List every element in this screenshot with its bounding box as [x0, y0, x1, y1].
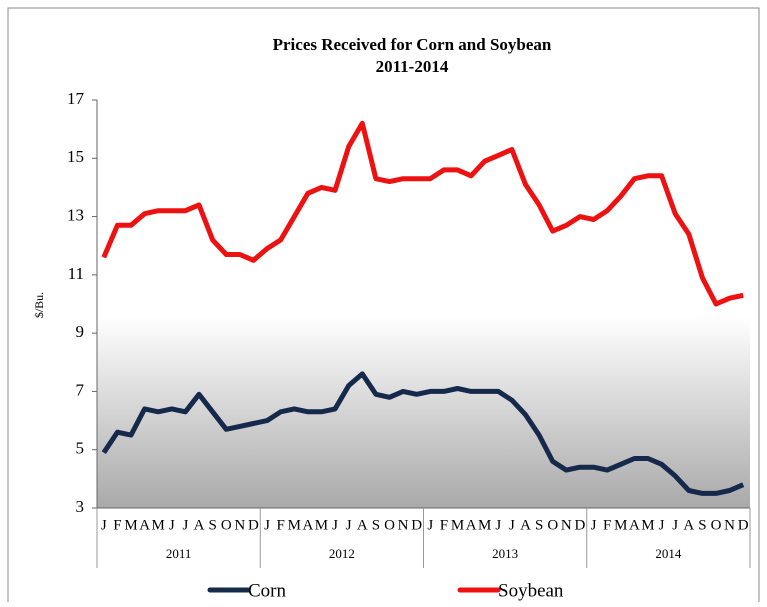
x-tick-label: M — [614, 517, 627, 533]
x-tick-label: M — [152, 517, 165, 533]
x-tick-label: J — [101, 517, 107, 533]
x-tick-label: A — [302, 517, 313, 533]
x-tick-label: M — [451, 517, 464, 533]
x-tick-label: S — [372, 517, 380, 533]
x-tick-label: F — [276, 517, 284, 533]
x-tick-label: N — [398, 517, 409, 533]
x-tick-label: O — [221, 517, 232, 533]
x-tick-label: D — [248, 517, 259, 533]
x-tick-label: F — [113, 517, 121, 533]
x-tick-label: O — [547, 517, 558, 533]
x-tick-label: J — [495, 517, 501, 533]
x-tick-label: J — [183, 517, 189, 533]
y-tick-label: 11 — [68, 264, 84, 283]
x-tick-label: D — [411, 517, 422, 533]
x-tick-label: O — [384, 517, 395, 533]
series-line — [101, 371, 745, 496]
x-tick-label: A — [683, 517, 694, 533]
year-label: 2014 — [655, 546, 682, 561]
y-tick-label: 7 — [76, 380, 85, 399]
x-tick-label: J — [346, 517, 352, 533]
x-tick-label: N — [724, 517, 735, 533]
x-tick-label: F — [603, 517, 611, 533]
year-label: 2013 — [492, 546, 518, 561]
legend-label: Soybean — [498, 580, 564, 601]
chart-subtitle: 2011-2014 — [376, 57, 449, 76]
x-tick-label: D — [575, 517, 586, 533]
x-tick-label: A — [520, 517, 531, 533]
plot-shade — [97, 316, 750, 508]
frame — [7, 7, 760, 607]
x-tick-label: M — [641, 517, 654, 533]
series-line — [101, 120, 744, 307]
x-tick-label: M — [124, 517, 137, 533]
y-axis-label: $/Bu. — [32, 292, 46, 318]
x-tick-label: O — [711, 517, 722, 533]
x-tick-label: S — [208, 517, 216, 533]
y-tick-label: 9 — [76, 322, 85, 341]
x-tick-label: J — [264, 517, 270, 533]
x-tick-label: J — [672, 517, 678, 533]
x-tick-label: F — [440, 517, 448, 533]
x-tick-label: J — [332, 517, 338, 533]
y-tick-label: 13 — [67, 205, 84, 224]
x-tick-label: A — [139, 517, 150, 533]
x-tick-label: J — [427, 517, 433, 533]
y-tick-label: 17 — [67, 89, 85, 108]
year-label: 2012 — [329, 546, 355, 561]
legend-label: Corn — [248, 580, 287, 601]
x-tick-label: D — [738, 517, 749, 533]
x-tick-label: A — [629, 517, 640, 533]
year-label: 2011 — [166, 546, 192, 561]
y-tick-label: 15 — [67, 147, 84, 166]
x-tick-label: N — [561, 517, 572, 533]
x-tick-label: M — [288, 517, 301, 533]
y-tick-label: 5 — [76, 439, 85, 458]
x-tick-label: J — [591, 517, 597, 533]
x-tick-label: J — [659, 517, 665, 533]
x-tick-label: N — [234, 517, 245, 533]
x-tick-label: A — [466, 517, 477, 533]
x-tick-label: J — [509, 517, 515, 533]
x-tick-label: A — [357, 517, 368, 533]
chart-title: Prices Received for Corn and Soybean — [273, 35, 552, 54]
x-tick-label: M — [478, 517, 491, 533]
x-tick-label: M — [315, 517, 328, 533]
x-tick-label: S — [698, 517, 706, 533]
x-tick-label: S — [535, 517, 543, 533]
x-tick-label: J — [169, 517, 175, 533]
x-tick-label: A — [194, 517, 205, 533]
y-tick-label: 3 — [76, 497, 85, 516]
